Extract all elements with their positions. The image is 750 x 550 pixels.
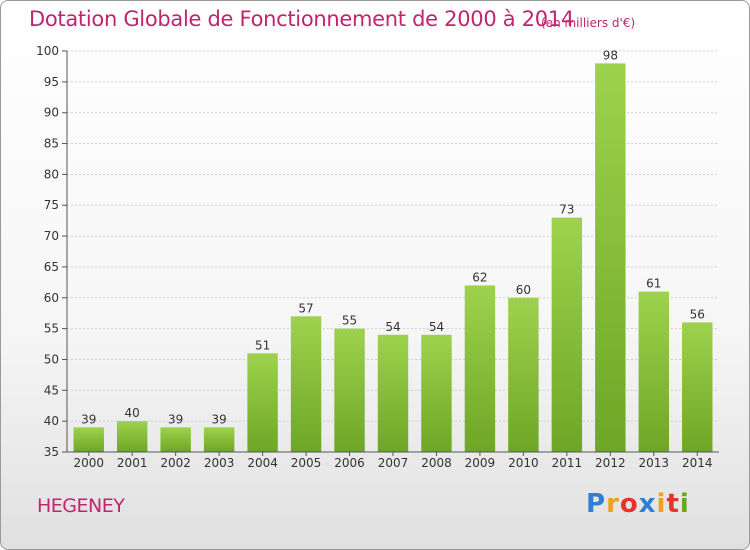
value-label-2000: 39	[81, 412, 96, 426]
value-label-2006: 55	[342, 314, 357, 328]
y-tick-label: 65	[44, 260, 59, 274]
bar-2010	[508, 297, 539, 452]
y-tick-label: 50	[44, 352, 59, 366]
logo-letter: o	[619, 489, 639, 519]
x-tick-label-2012: 2012	[595, 456, 626, 470]
x-tick-label-2008: 2008	[421, 456, 452, 470]
commune-name: HEGENEY	[37, 495, 125, 517]
proxiti-logo: Proxiti	[586, 489, 690, 519]
y-tick-label: 45	[44, 383, 59, 397]
value-label-2003: 39	[211, 412, 226, 426]
logo-letter: r	[606, 489, 620, 519]
value-label-2013: 61	[646, 277, 661, 291]
y-tick-label: 90	[44, 106, 59, 120]
bar-2009	[464, 285, 496, 452]
value-label-2014: 56	[690, 307, 705, 321]
y-tick-label: 40	[44, 414, 59, 428]
bar-2008	[421, 334, 452, 452]
value-label-2008: 54	[429, 320, 444, 334]
y-tick-label: 95	[44, 75, 59, 89]
bar-2007	[377, 334, 409, 452]
bar-2011	[551, 217, 583, 452]
bar-2001	[116, 421, 148, 452]
y-tick-label: 85	[44, 137, 59, 151]
x-tick-label-2009: 2009	[465, 456, 496, 470]
logo-letter: x	[638, 489, 657, 519]
logo-letter: P	[586, 489, 607, 519]
value-label-2002: 39	[168, 412, 183, 426]
y-tick-label: 80	[44, 167, 59, 181]
x-tick-label-2005: 2005	[291, 456, 322, 470]
value-label-2005: 57	[298, 301, 313, 315]
value-label-2004: 51	[255, 338, 270, 352]
x-tick-label-2007: 2007	[378, 456, 409, 470]
y-tick-label: 60	[44, 291, 59, 305]
x-tick-label-2000: 2000	[73, 456, 104, 470]
value-label-2012: 98	[603, 48, 618, 62]
x-tick-label-2001: 2001	[117, 456, 148, 470]
x-tick-label-2006: 2006	[334, 456, 365, 470]
chart-subtitle: (en milliers d'€)	[541, 16, 636, 30]
y-tick-label: 70	[44, 229, 59, 243]
x-tick-label-2011: 2011	[552, 456, 583, 470]
value-label-2010: 60	[516, 283, 531, 297]
value-label-2011: 73	[559, 203, 574, 217]
x-tick-label-2014: 2014	[682, 456, 713, 470]
bar-2006	[334, 328, 365, 452]
logo-letter: t	[666, 489, 680, 519]
bar-2004	[247, 353, 278, 452]
bar-2013	[638, 291, 670, 452]
y-tick-label: 75	[44, 198, 59, 212]
x-tick-label-2013: 2013	[639, 456, 670, 470]
x-tick-label-2004: 2004	[247, 456, 278, 470]
bar-2000	[73, 427, 104, 452]
bar-2002	[160, 427, 191, 452]
bars: 39 40 39 39 51 57 55 54 54 62 60 73 98 61 56	[73, 48, 713, 452]
bar-2003	[203, 427, 235, 452]
y-tick-label: 55	[44, 322, 59, 336]
x-tick-label-2010: 2010	[508, 456, 539, 470]
bar-2014	[682, 322, 713, 452]
y-tick-label: 35	[44, 445, 59, 459]
bar-2012	[595, 63, 626, 452]
value-label-2007: 54	[385, 320, 400, 334]
value-label-2009: 62	[472, 270, 487, 284]
y-tick-label: 100	[36, 44, 59, 58]
bar-2005	[290, 316, 322, 452]
chart-title: Dotation Globale de Fonctionnement de 20…	[29, 7, 574, 31]
logo-letter: i	[656, 489, 667, 519]
x-tick-label-2003: 2003	[204, 456, 235, 470]
x-tick-label-2002: 2002	[160, 456, 191, 470]
logo-letter: i	[679, 489, 690, 519]
value-label-2001: 40	[125, 406, 140, 420]
x-axis: 2000 2001 2002 2003 2004 2005 2006 2007 2008 2009…	[67, 451, 719, 470]
y-axis: 35 40 45 50 55 60 65 70 75 80 85 90 95 100	[36, 44, 68, 459]
